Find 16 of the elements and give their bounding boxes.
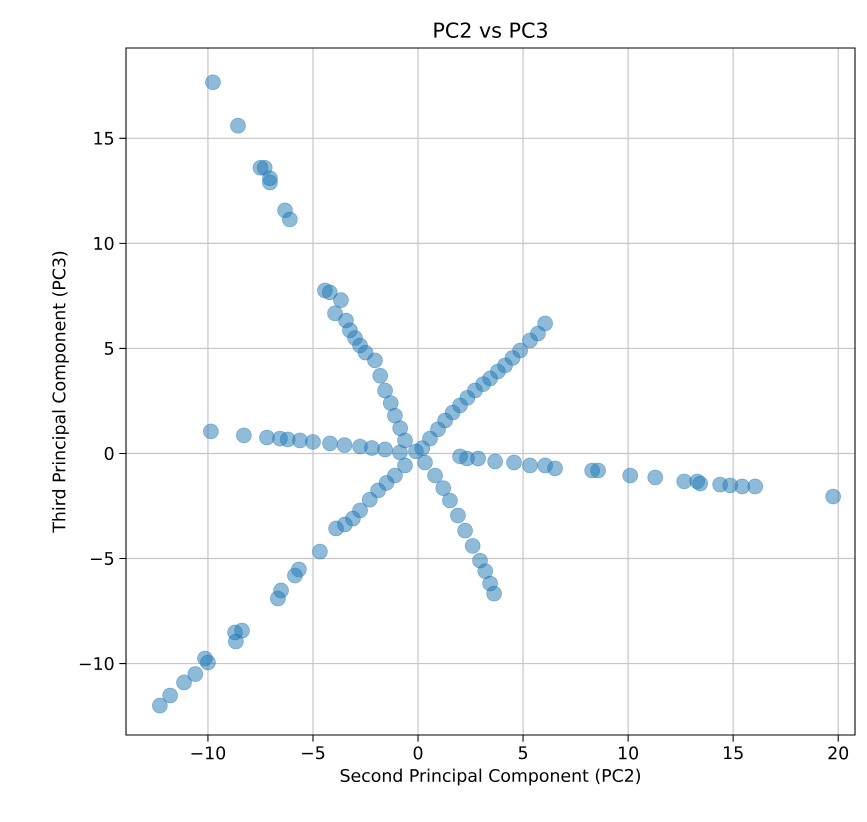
y-axis-title: Third Principal Component (PC3) <box>52 252 69 533</box>
x-tick-label: 0 <box>414 746 422 760</box>
y-tick-label: 15 <box>94 132 114 145</box>
x-tick-label: −10 <box>191 746 226 760</box>
x-axis-title: Second Principal Component (PC2) <box>340 768 640 786</box>
x-tick-label: 5 <box>518 746 528 760</box>
y-tick-label: 0 <box>104 446 114 460</box>
y-tick-label: −5 <box>90 552 114 565</box>
chart-title: PC2 vs PC3 <box>434 22 547 38</box>
y-tick-label: −10 <box>80 657 114 670</box>
x-tick-label: 10 <box>618 746 638 760</box>
y-tick-label: 5 <box>104 342 114 355</box>
y-tick-label: 10 <box>94 236 114 250</box>
x-tick-label: 20 <box>828 746 848 760</box>
x-tick-label: 15 <box>724 746 743 760</box>
x-tick-label: −5 <box>302 746 324 760</box>
